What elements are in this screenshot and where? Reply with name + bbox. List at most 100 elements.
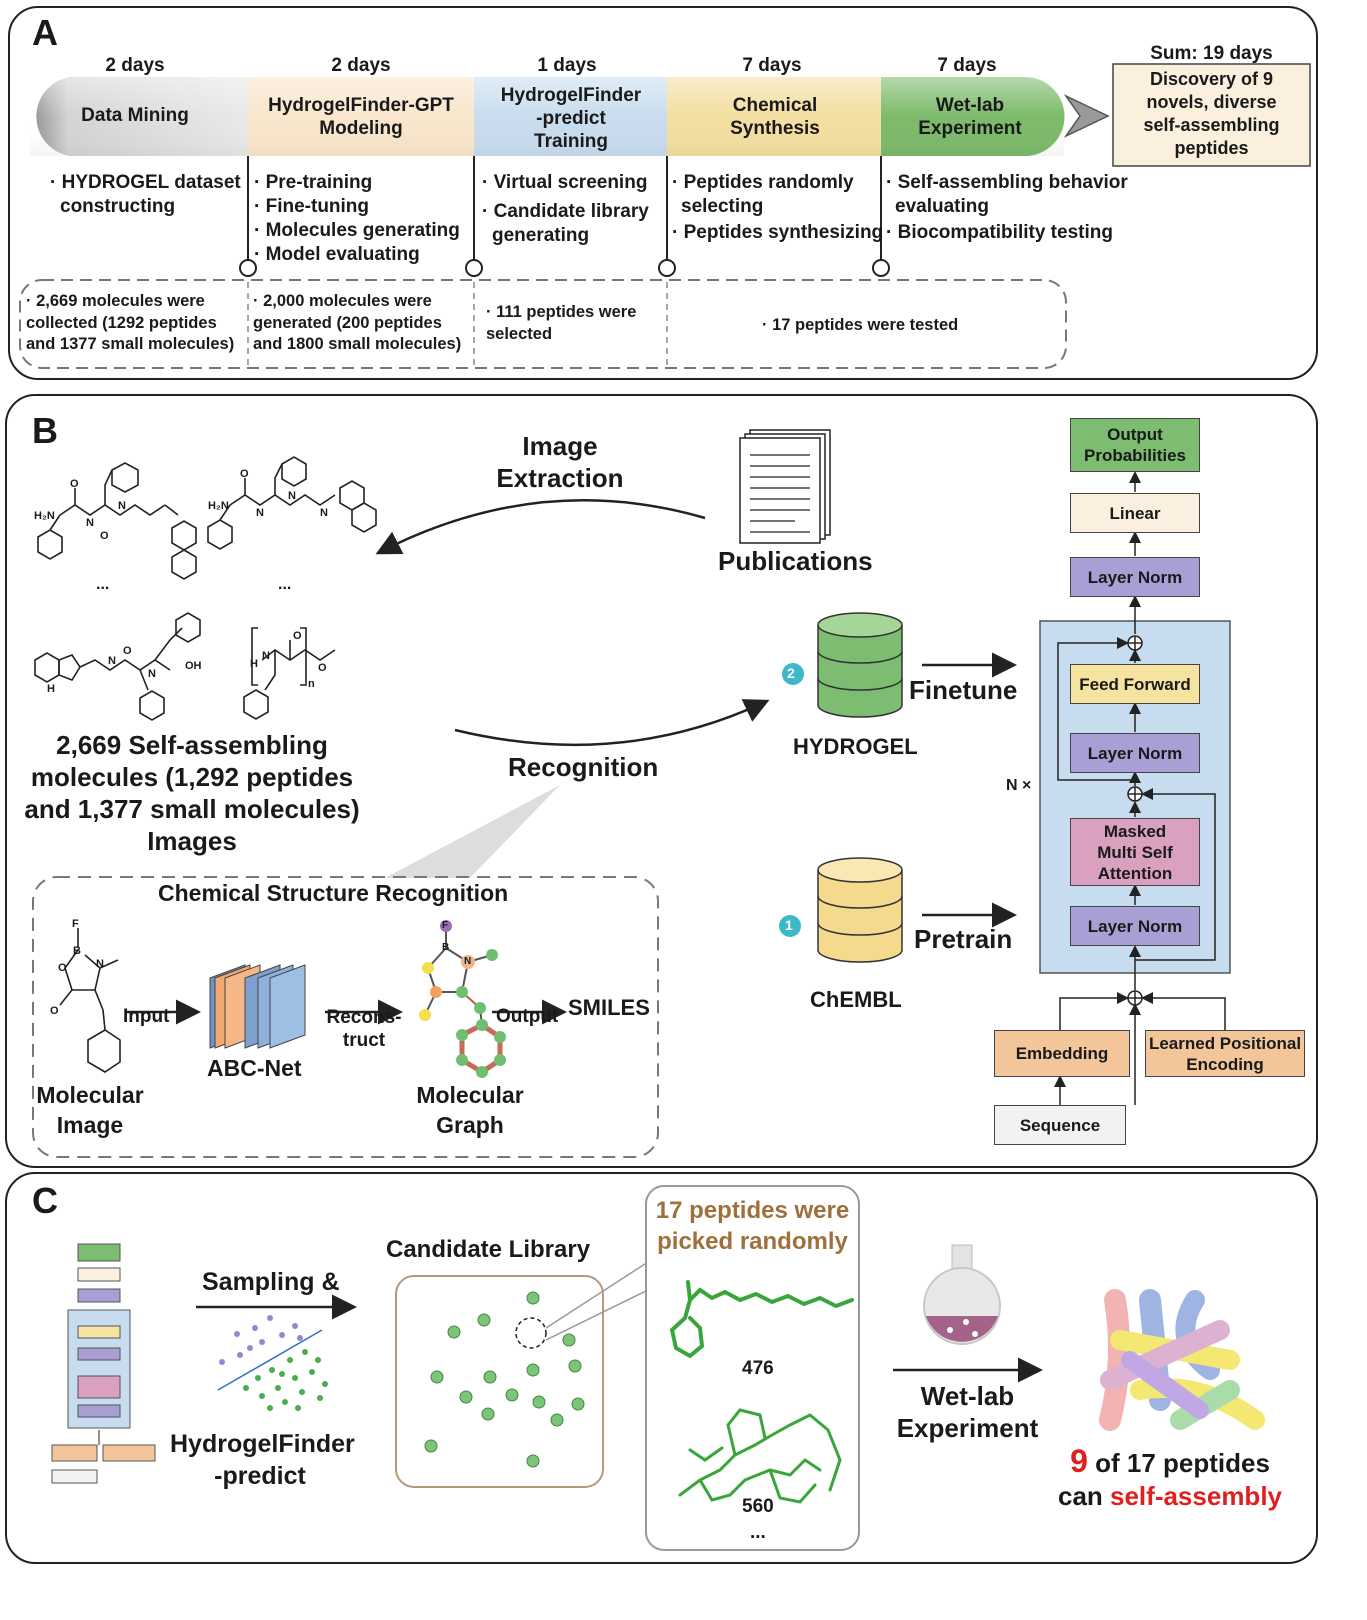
stage-4-tasks: · Peptides randomly selecting · Peptides s…	[672, 172, 884, 243]
image-extraction-label: Image Extraction	[496, 431, 624, 493]
peptide-476-structure	[669, 1280, 854, 1359]
recognition-arrow	[454, 699, 770, 747]
atom-label: F	[72, 918, 79, 930]
panel-a	[8, 6, 1318, 380]
abcnet-label: ABC-Net	[207, 1055, 302, 1081]
smiles-label: SMILES	[568, 995, 650, 1020]
atom-label: OH	[185, 660, 202, 672]
n-times-label: N ×	[1006, 777, 1032, 794]
residual-add-nodes	[1127, 635, 1143, 1006]
atom-label: B	[73, 945, 81, 957]
hydrogel-label: HYDROGEL	[793, 734, 918, 759]
step-1-badge	[779, 915, 801, 937]
layer-norm-top-box: Layer Norm	[1070, 557, 1200, 597]
connector-circle	[872, 259, 890, 277]
atom-label: B	[442, 942, 450, 953]
stage-3-days: 1 days	[537, 55, 597, 76]
embedding-box: Embedding	[994, 1030, 1130, 1077]
molecules-caption: 2,669 Self-assembling molecules (1,292 pe…	[24, 730, 360, 856]
publications-label: Publications	[718, 546, 873, 576]
self-assembly-fibers	[1099, 1289, 1265, 1431]
extraction-arrow	[375, 499, 706, 555]
layer-norm-mid-box: Layer Norm	[1070, 733, 1200, 773]
sequence-box: Sequence	[994, 1105, 1126, 1145]
panel-b-label: B	[32, 410, 58, 451]
molecule-structure-4	[243, 627, 336, 720]
molecule-structure-1	[37, 462, 197, 580]
stage-2-days: 2 days	[331, 55, 391, 76]
panel-a-label: A	[32, 12, 58, 53]
step-1-badge-number: 1	[785, 917, 793, 933]
stage-4-days: 7 days	[742, 55, 802, 76]
candidate-dots	[424, 1291, 585, 1468]
molecular-image-sketch	[59, 928, 121, 1073]
feed-forward-box: Feed Forward	[1070, 664, 1200, 704]
discovery-box	[1112, 63, 1311, 167]
connector-circle	[239, 259, 257, 277]
step-2-badge	[782, 663, 804, 685]
abcnet-icon	[209, 964, 306, 1049]
atom-label: H₂N	[34, 510, 55, 522]
atom-label: O	[100, 530, 109, 542]
atom-label: N	[256, 507, 264, 519]
step-2-badge-number: 2	[787, 665, 795, 681]
atom-label: H	[250, 658, 258, 670]
atom-label: O	[123, 645, 132, 657]
stage-3-tasks: · Virtual screening · Candidate library ge…	[482, 172, 649, 246]
panel-a-timeline-graphic	[19, 63, 1311, 369]
picked-circle	[515, 1317, 547, 1349]
stage-1-result: · 2,669 molecules were collected (1292 pe…	[26, 292, 235, 353]
stage-5-tasks: · Self-assembling behavior evaluating · Bi…	[886, 172, 1128, 243]
peptide-ellipsis: ...	[750, 1522, 766, 1543]
stage-3-result: · 111 peptides were selected	[486, 303, 637, 343]
output-label: Output	[496, 1006, 559, 1027]
stage-3-name: HydrogelFinder -predict Training	[500, 85, 642, 152]
layer-norm-bottom-box: Layer Norm	[1070, 906, 1200, 946]
atom-label: O	[240, 468, 249, 480]
molecule-structure-2	[207, 456, 377, 550]
reconstruct-label: Recons-truct	[326, 1007, 402, 1051]
hydrogel-database-icon	[817, 612, 903, 718]
atom-label: O	[70, 478, 79, 490]
atom-label: H₂N	[208, 500, 229, 512]
stage-1-days: 2 days	[105, 55, 165, 76]
stage-2-tasks: · Pre-training · Fine-tuning · Molecules g…	[254, 172, 460, 265]
atom-label: N	[108, 655, 116, 667]
stage-4-result: · 17 peptides were tested	[762, 316, 959, 334]
flask-icon	[923, 1244, 1001, 1345]
stage-4-name: Chemical Synthesis	[730, 95, 820, 139]
finetune-label: Finetune	[909, 675, 1018, 705]
discovery-text: Discovery of 9 novels, diverse self-assemb…	[1143, 69, 1280, 158]
connector-circle	[465, 259, 483, 277]
peptide-560-id: 560	[742, 1496, 774, 1517]
atom-label: N	[320, 507, 328, 519]
sum-days: Sum: 19 days	[1150, 43, 1273, 64]
mini-transformer-icon	[51, 1243, 156, 1484]
candidate-library-label: Candidate Library	[386, 1236, 591, 1263]
atom-label: O	[58, 962, 67, 974]
atom-label: O	[293, 630, 302, 642]
stage-5-name: Wet-lab Experiment	[918, 95, 1022, 139]
peptide-476-id: 476	[742, 1358, 774, 1379]
stage-2-result: · 2,000 molecules were generated (200 pep…	[253, 292, 462, 353]
molecular-graph-label: Molecular Graph	[416, 1082, 524, 1138]
csr-title: Chemical Structure Recognition	[154, 880, 513, 907]
atom-label: H	[47, 683, 55, 695]
result-text: 9 of 17 peptides can self-assembly	[1057, 1443, 1282, 1512]
stage-1-name: Data Mining	[81, 105, 189, 126]
atom-label: N	[96, 958, 104, 970]
molecular-graph	[419, 920, 506, 1078]
stage-5-days: 7 days	[937, 55, 997, 76]
atom-label: N	[148, 668, 156, 680]
atom-label: n	[308, 678, 315, 690]
linear-box: Linear	[1070, 493, 1200, 533]
wetlab-label: Wet-lab Experiment	[896, 1381, 1039, 1443]
ellipsis-2: ...	[278, 576, 292, 593]
picked-label: 17 peptides were picked randomly	[655, 1197, 850, 1255]
stage-2-name: HydrogelFinder-GPT Modeling	[268, 95, 454, 139]
classifier-scatter	[217, 1315, 328, 1411]
predict-label: HydrogelFinder -predict	[170, 1430, 355, 1490]
atom-label: N	[118, 500, 126, 512]
masked-attention-box: Masked Multi Self Attention	[1070, 818, 1200, 886]
